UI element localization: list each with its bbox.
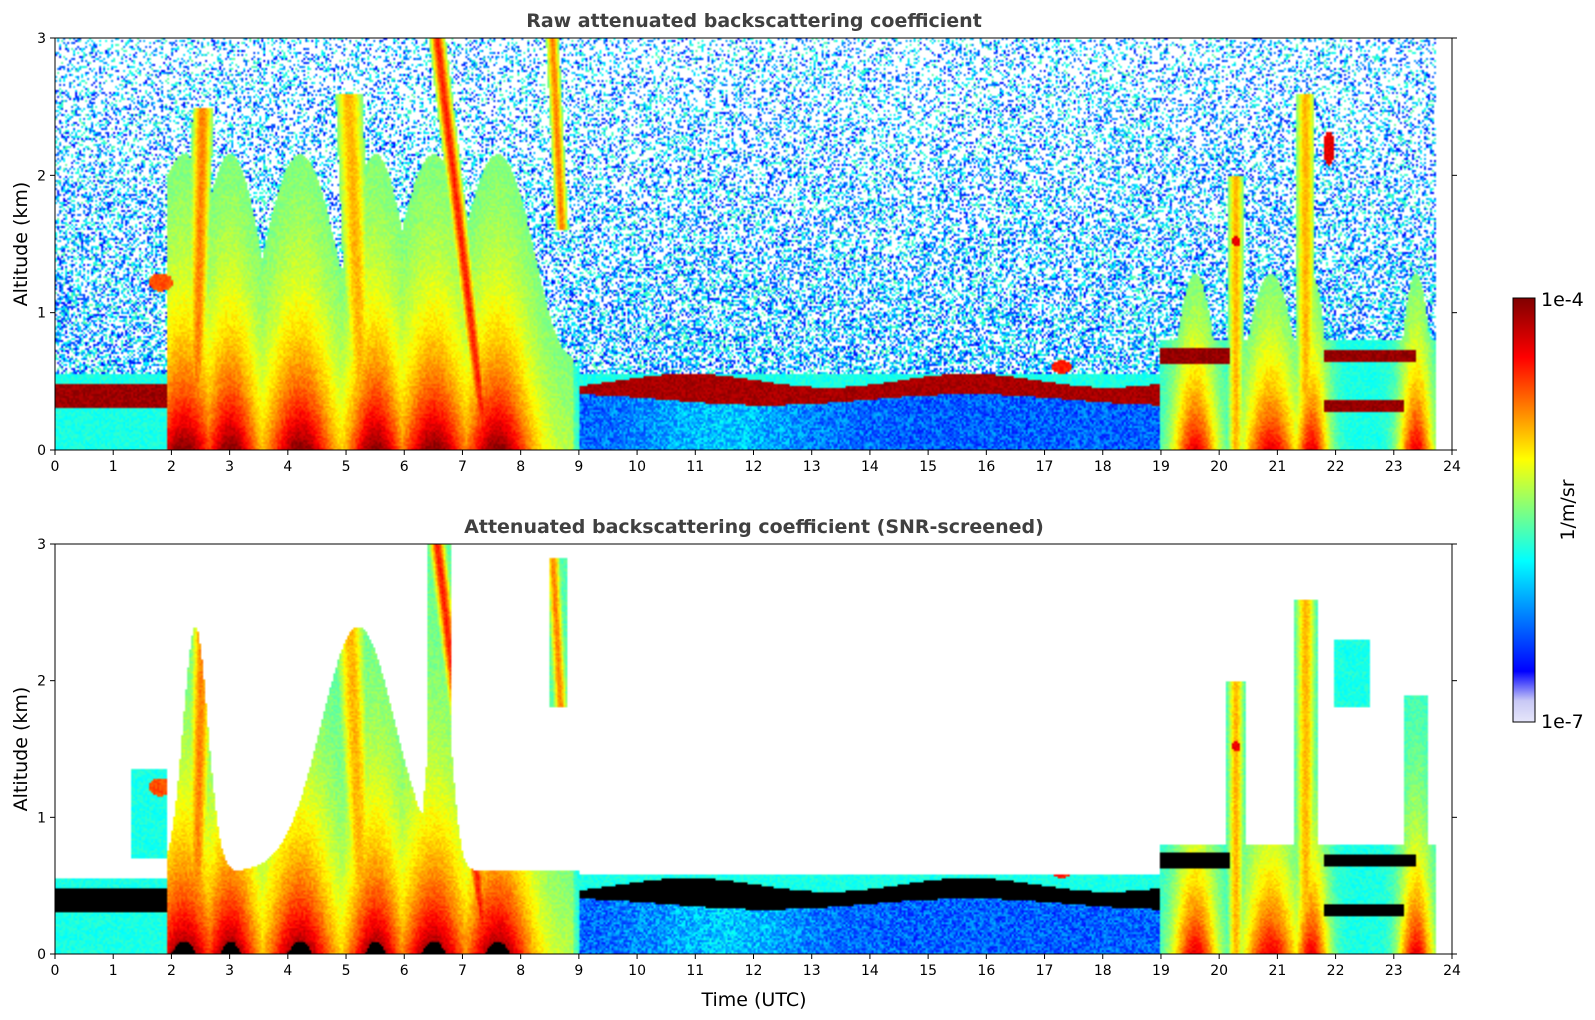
y-tick-label: 0 — [37, 947, 46, 963]
x-tick-label: 0 — [51, 963, 60, 979]
x-tick-label: 20 — [1210, 459, 1228, 475]
x-tick-label: 23 — [1385, 963, 1403, 979]
x-tick-label: 3 — [225, 963, 234, 979]
x-tick-label: 8 — [516, 963, 525, 979]
x-tick-label: 16 — [977, 963, 995, 979]
panel-snr-title: Attenuated backscattering coefficient (S… — [464, 516, 1044, 538]
colorbar-min-label: 1e-7 — [1541, 711, 1584, 733]
panel-snr-heatmap — [55, 544, 1452, 954]
panel-raw-title: Raw attenuated backscattering coefficien… — [526, 10, 982, 32]
x-tick-label: 23 — [1385, 459, 1403, 475]
x-tick-label: 12 — [745, 963, 763, 979]
x-tick-label: 18 — [1094, 963, 1112, 979]
colorbar-gradient — [1512, 297, 1536, 723]
colorbar-unit-label: 1/m/sr — [1557, 479, 1579, 540]
panel-snr: Attenuated backscattering coefficient (S… — [10, 516, 1461, 1011]
x-tick-label: 5 — [342, 963, 351, 979]
x-tick-label: 10 — [628, 459, 646, 475]
panel-snr-xlabel: Time (UTC) — [700, 989, 806, 1011]
x-tick-label: 11 — [686, 963, 704, 979]
x-tick-label: 19 — [1152, 963, 1170, 979]
x-tick-label: 3 — [225, 459, 234, 475]
y-tick-label: 3 — [37, 537, 46, 553]
x-tick-label: 4 — [283, 963, 292, 979]
x-tick-label: 4 — [283, 459, 292, 475]
x-tick-label: 13 — [803, 459, 821, 475]
x-tick-label: 22 — [1327, 459, 1345, 475]
x-tick-label: 2 — [167, 459, 176, 475]
x-tick-label: 14 — [861, 963, 879, 979]
panel-raw-heatmap — [55, 38, 1452, 450]
x-tick-label: 17 — [1036, 963, 1054, 979]
x-tick-label: 21 — [1268, 459, 1286, 475]
colorbar-max-label: 1e-4 — [1541, 289, 1584, 311]
panel-snr-ylabel: Altitude (km) — [10, 687, 32, 812]
x-tick-label: 22 — [1327, 963, 1345, 979]
x-tick-label: 8 — [516, 459, 525, 475]
x-tick-label: 17 — [1036, 459, 1054, 475]
x-tick-label: 24 — [1443, 963, 1461, 979]
panel-raw: Raw attenuated backscattering coefficien… — [10, 10, 1461, 475]
x-tick-label: 7 — [458, 963, 467, 979]
panel-raw-ylabel: Altitude (km) — [10, 182, 32, 307]
x-tick-label: 6 — [400, 963, 409, 979]
y-tick-label: 0 — [37, 443, 46, 459]
x-tick-label: 13 — [803, 963, 821, 979]
x-tick-label: 16 — [977, 459, 995, 475]
x-tick-label: 1 — [109, 459, 118, 475]
colorbar: 1e-4 1e-7 1/m/sr — [1512, 289, 1584, 733]
y-tick-label: 1 — [37, 810, 46, 826]
x-tick-label: 19 — [1152, 459, 1170, 475]
y-tick-label: 1 — [37, 306, 46, 322]
x-tick-label: 0 — [51, 459, 60, 475]
x-tick-label: 21 — [1268, 963, 1286, 979]
x-tick-label: 15 — [919, 963, 937, 979]
x-tick-label: 11 — [686, 459, 704, 475]
x-tick-label: 9 — [574, 459, 583, 475]
x-tick-label: 15 — [919, 459, 937, 475]
x-tick-label: 1 — [109, 963, 118, 979]
x-tick-label: 5 — [342, 459, 351, 475]
x-tick-label: 6 — [400, 459, 409, 475]
x-tick-label: 10 — [628, 963, 646, 979]
x-tick-label: 14 — [861, 459, 879, 475]
x-tick-label: 12 — [745, 459, 763, 475]
x-tick-label: 9 — [574, 963, 583, 979]
x-tick-label: 7 — [458, 459, 467, 475]
panel-snr-ticks: 0 1 2 3 4 5 6 7 8 9 10 11 12 13 14 15 16 17 18 19 20 21 22 23 24… — [37, 537, 1461, 979]
x-tick-label: 2 — [167, 963, 176, 979]
x-tick-label: 24 — [1443, 459, 1461, 475]
y-tick-label: 3 — [37, 31, 46, 47]
x-tick-label: 18 — [1094, 459, 1112, 475]
panel-raw-ticks: 0 1 2 3 4 5 6 7 8 9 10 11 12 13 14 15 16 17 18 19 20 21 22 23 24… — [37, 31, 1461, 475]
y-tick-label: 2 — [37, 168, 46, 184]
y-tick-label: 2 — [37, 674, 46, 690]
x-tick-label: 20 — [1210, 963, 1228, 979]
